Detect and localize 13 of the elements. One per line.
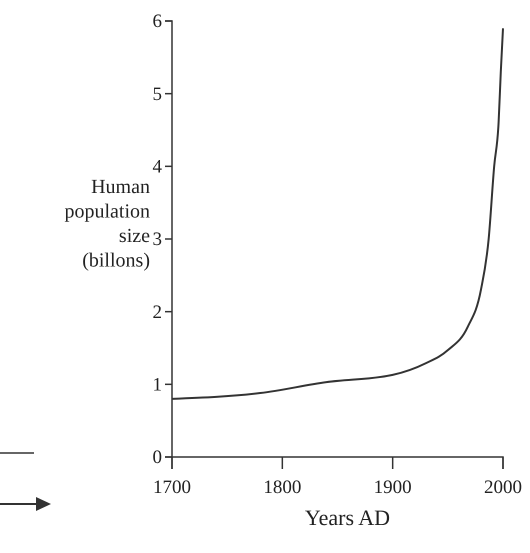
x-tick-label: 1700	[153, 476, 191, 498]
x-tick-label: 2000	[484, 476, 522, 498]
y-tick-label: 5	[152, 84, 162, 105]
y-tick-label: 4	[152, 156, 162, 178]
y-tick-label: 1	[152, 374, 162, 396]
y-axis-title: Human population size (billons)	[64, 176, 150, 272]
y-tick-label: 0	[152, 447, 162, 468]
y-tick-label: 2	[152, 302, 162, 323]
x-tick-label: 1900	[374, 476, 412, 498]
x-tick-label: 1800	[263, 476, 302, 498]
y-tick-label: 6	[152, 11, 162, 32]
x-axis-title: Years AD	[304, 505, 390, 530]
y-tick-label: 3	[152, 229, 162, 250]
